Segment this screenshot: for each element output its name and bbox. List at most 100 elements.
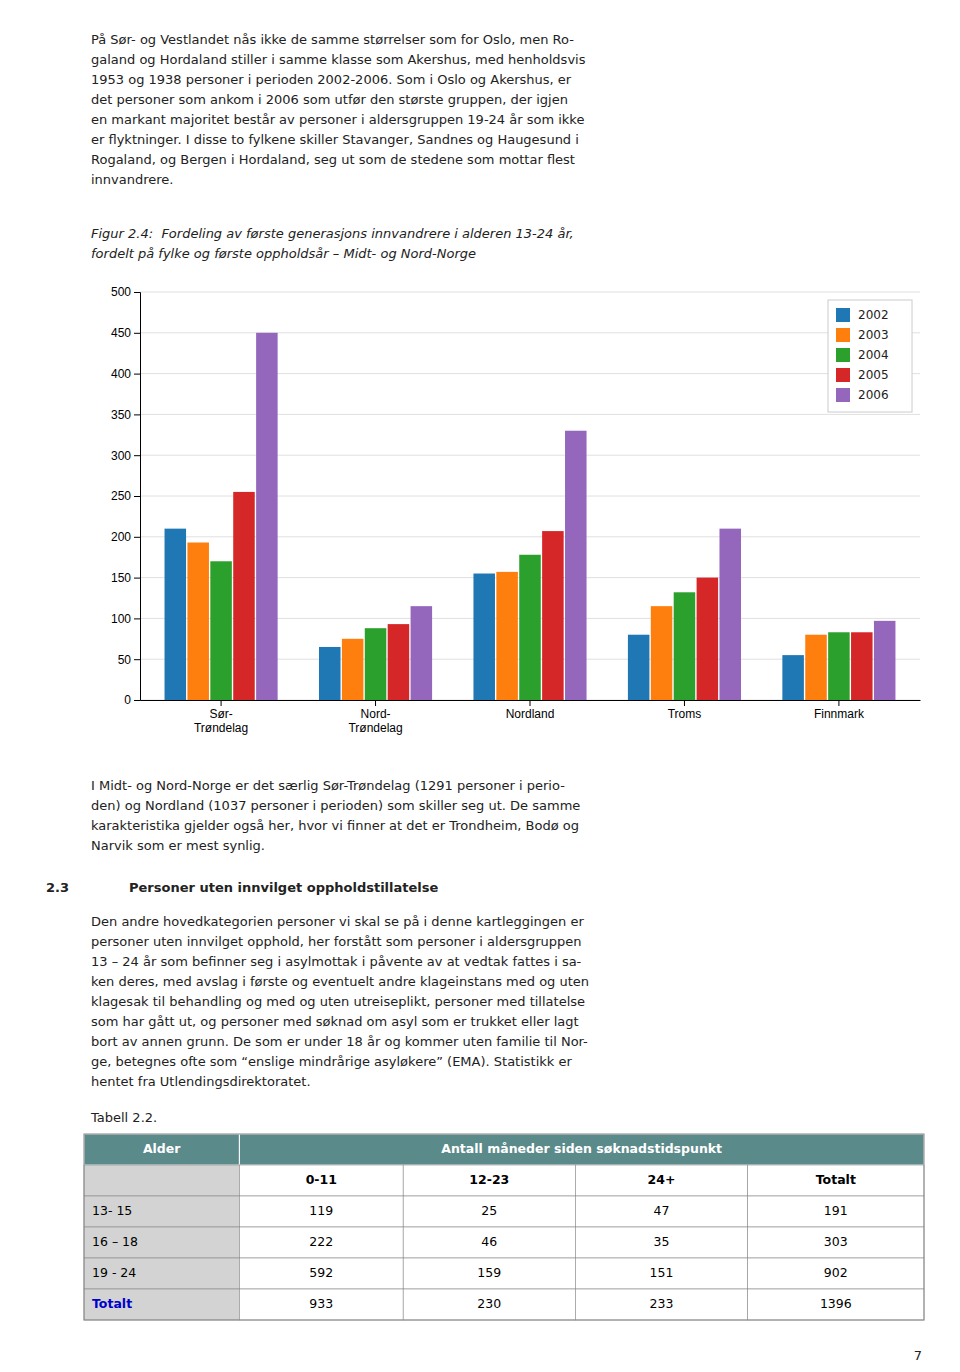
- y-tick-mark: [134, 292, 140, 293]
- table-cell: [403, 1196, 575, 1227]
- table-text: 933: [309, 1296, 333, 1311]
- x-tick-mark: [375, 700, 376, 706]
- bar: [210, 561, 232, 700]
- table-text: 12-23: [469, 1172, 509, 1187]
- page: På Sør- og Vestlandet nås ikke de samme …: [0, 0, 960, 1372]
- table-cell: [575, 1227, 747, 1258]
- bar: [805, 635, 827, 700]
- legend: 2002 2003 2004 2005 2006: [828, 300, 912, 412]
- table-text: 25: [481, 1203, 497, 1218]
- table-text: 119: [309, 1203, 333, 1218]
- table-text: 13- 15: [92, 1203, 132, 1218]
- legend-entry: 2005: [836, 368, 889, 382]
- x-tick-label: Nord-Trøndelag: [348, 707, 402, 735]
- table-cell: [403, 1289, 575, 1320]
- grid-line: [140, 292, 920, 293]
- table-text: 303: [824, 1234, 848, 1249]
- y-tick-label: 500: [111, 285, 131, 299]
- y-tick-label: 0: [124, 693, 131, 707]
- legend-entry: 2002: [836, 308, 889, 322]
- table-text: Antall måneder siden søknadstidspunkt: [441, 1141, 722, 1156]
- table-text: 151: [650, 1265, 674, 1280]
- section-text: Den andre hovedkategorien personer vi sk…: [91, 914, 589, 1089]
- table-cell: [84, 1289, 239, 1320]
- legend-label: 2003: [858, 328, 889, 342]
- bar: [256, 333, 278, 700]
- y-tick-label: 300: [111, 449, 131, 463]
- table-cell: [239, 1196, 403, 1227]
- legend-swatch: [836, 388, 850, 402]
- bar-series: [210, 555, 849, 700]
- intro-text: På Sør- og Vestlandet nås ikke de samme …: [91, 32, 586, 187]
- x-tick: Nord-Trøndelag: [348, 700, 402, 735]
- y-tick-label: 450: [111, 326, 131, 340]
- x-tick: Troms: [668, 700, 702, 721]
- y-tick-mark: [134, 700, 140, 701]
- page-number: 7: [914, 1348, 922, 1363]
- table-cell: [239, 1165, 403, 1196]
- bar: [187, 543, 209, 700]
- y-tick: 200: [111, 530, 140, 544]
- bar: [874, 621, 896, 700]
- bar: [473, 574, 495, 700]
- table-text: 35: [654, 1234, 670, 1249]
- x-tick-mark: [684, 700, 685, 706]
- bar-series: [256, 333, 895, 700]
- table-text: 902: [824, 1265, 848, 1280]
- bar: [165, 529, 187, 700]
- y-axis-line: [134, 293, 141, 701]
- bar: [542, 531, 564, 700]
- y-tick: 150: [111, 571, 140, 585]
- y-tick: 450: [111, 326, 140, 340]
- table-cell: [239, 1258, 403, 1289]
- table-cell: [748, 1289, 924, 1320]
- section-number: 2.3: [46, 880, 69, 895]
- y-tick-mark: [134, 578, 140, 579]
- y-tick-label: 350: [111, 408, 131, 422]
- legend-swatch: [836, 348, 850, 362]
- bar: [828, 632, 850, 700]
- legend-swatch: [836, 308, 850, 322]
- bar: [628, 635, 650, 700]
- bar: [519, 555, 541, 700]
- table-cell: [575, 1289, 747, 1320]
- bar: [697, 578, 719, 700]
- bar: [342, 639, 364, 700]
- table-text: 0-11: [306, 1172, 337, 1187]
- table-text: 16 – 18: [92, 1234, 138, 1249]
- x-tick-label: Troms: [668, 707, 702, 721]
- table-cell: [575, 1196, 747, 1227]
- table-cell: [575, 1165, 747, 1196]
- table-text: 1396: [820, 1296, 852, 1311]
- y-tick-mark: [134, 496, 140, 497]
- y-tick-label: 100: [111, 612, 131, 626]
- table-cell: [84, 1227, 239, 1258]
- after-chart-text: I Midt- og Nord-Norge er det særlig Sør-…: [91, 778, 580, 853]
- table-cell: [239, 1289, 403, 1320]
- table-text: 24+: [648, 1172, 676, 1187]
- grid: [140, 292, 920, 700]
- legend-swatch: [836, 368, 850, 382]
- table-cell: [575, 1258, 747, 1289]
- legend-box: [828, 300, 912, 412]
- x-tick: Nordland: [506, 700, 555, 721]
- bar: [674, 592, 696, 700]
- bar: [319, 647, 341, 700]
- bar: [496, 572, 518, 700]
- y-tick-mark: [134, 537, 140, 538]
- legend-label: 2006: [858, 388, 889, 402]
- table-text: 222: [309, 1234, 333, 1249]
- bar: [365, 628, 387, 700]
- y-tick: 250: [111, 489, 140, 503]
- table-cell: [403, 1258, 575, 1289]
- y-tick-mark: [134, 374, 140, 375]
- y-tick-label: 400: [111, 367, 131, 381]
- bar: [782, 655, 804, 700]
- legend-entry: 2004: [836, 348, 889, 362]
- table-cell: [84, 1196, 239, 1227]
- y-tick-mark: [134, 414, 140, 415]
- x-tick-label: Sør-Trøndelag: [194, 707, 248, 735]
- table-cell: [403, 1165, 575, 1196]
- bar: [851, 632, 873, 700]
- table-title: Tabell 2.2.: [90, 1110, 157, 1125]
